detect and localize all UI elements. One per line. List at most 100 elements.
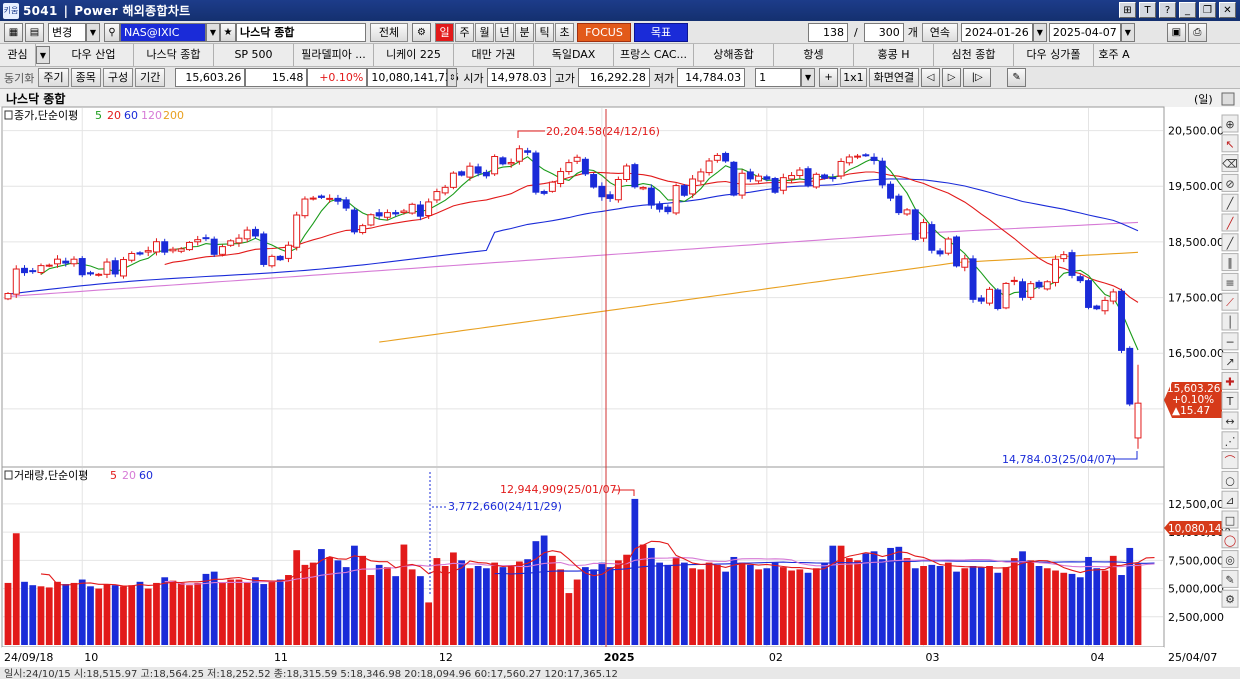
cycle-icon[interactable]: ○ bbox=[1221, 470, 1239, 489]
watchlist-dropdown-icon[interactable]: ▼ bbox=[36, 46, 50, 64]
tab-australia[interactable]: 호주 A bbox=[1098, 48, 1130, 61]
trend-icon[interactable]: ╱ bbox=[1221, 233, 1239, 252]
symbol-input[interactable]: NAS@IXIC bbox=[120, 22, 206, 42]
arc-icon[interactable]: ⌒ bbox=[1221, 451, 1239, 470]
fan-icon[interactable]: ⋰ bbox=[1221, 431, 1239, 450]
volume-bar bbox=[268, 581, 276, 645]
candle-body bbox=[177, 248, 185, 252]
tool-glyph: ⋰ bbox=[1225, 435, 1236, 448]
period-year[interactable]: 년 bbox=[495, 22, 514, 42]
count-input[interactable]: 138 bbox=[808, 22, 848, 42]
next-icon[interactable]: ▷ bbox=[942, 68, 962, 87]
arrow-icon[interactable]: ↗ bbox=[1221, 352, 1239, 371]
print-icon[interactable]: ⎙ bbox=[1187, 22, 1207, 42]
close-icon[interactable]: ✕ bbox=[1219, 2, 1236, 18]
focus-button[interactable]: FOCUS bbox=[577, 22, 631, 42]
measure-icon[interactable]: ↔ bbox=[1221, 411, 1239, 430]
chart-area[interactable]: 나스닥 종합 (일) 종가,단순이평 5 20 60 120 200 20,50… bbox=[0, 89, 1240, 679]
tab-hongkong-h[interactable]: 홍콩 H bbox=[854, 44, 934, 66]
cursor-icon[interactable]: ↖ bbox=[1221, 134, 1239, 153]
sync-label[interactable]: 동기화 bbox=[4, 71, 35, 85]
favorite-star-icon[interactable]: ★ bbox=[220, 22, 236, 42]
eraser-icon[interactable]: ⌫ bbox=[1221, 154, 1239, 173]
text-icon[interactable]: T bbox=[1221, 391, 1239, 410]
mode-dropdown-icon[interactable]: ▼ bbox=[86, 22, 100, 42]
end-date-dropdown-icon[interactable]: ▼ bbox=[1120, 22, 1135, 42]
tab-sp500[interactable]: SP 500 bbox=[214, 44, 294, 66]
zoom-icon[interactable]: ⊕ bbox=[1221, 114, 1239, 133]
gann-icon[interactable]: ⊿ bbox=[1221, 490, 1239, 509]
period-month[interactable]: 월 bbox=[475, 22, 494, 42]
box-icon[interactable]: □ bbox=[1221, 510, 1239, 529]
watchlist-label[interactable]: 관심 bbox=[0, 44, 36, 66]
volume-bar bbox=[1101, 570, 1109, 645]
target-icon[interactable]: ◎ bbox=[1221, 550, 1239, 569]
ray-icon[interactable]: ╱ bbox=[1221, 213, 1239, 232]
tab-taiwan[interactable]: 대만 가권 bbox=[454, 44, 534, 66]
pin-icon[interactable]: T bbox=[1139, 2, 1156, 18]
fibo-icon[interactable]: ≡ bbox=[1221, 272, 1239, 291]
one-by-one-button[interactable]: 1x1 bbox=[840, 68, 867, 87]
x-tick-label: 10 bbox=[84, 651, 98, 664]
crosshair-plus-icon[interactable]: + bbox=[819, 68, 839, 87]
tab-cac[interactable]: 프랑스 CAC... bbox=[614, 44, 694, 66]
tab-hangseng[interactable]: 항셍 bbox=[774, 44, 854, 66]
ellipse-icon[interactable]: ◯ bbox=[1221, 530, 1239, 549]
link-screen-button[interactable]: 화면연결 bbox=[868, 68, 920, 87]
line-icon[interactable]: ╱ bbox=[1221, 193, 1239, 212]
tab-dax[interactable]: 독일DAX bbox=[534, 44, 614, 66]
restore-icon[interactable]: ❐ bbox=[1199, 2, 1216, 18]
settings-icon[interactable]: ⚙ bbox=[1221, 589, 1239, 608]
vertical-icon[interactable]: │ bbox=[1221, 312, 1239, 331]
cross-icon[interactable]: ✚ bbox=[1221, 371, 1239, 390]
diagonal-icon[interactable]: ⟋ bbox=[1221, 292, 1239, 311]
start-date-input[interactable]: 2024-01-26 bbox=[960, 22, 1033, 42]
pane-menu-icon[interactable] bbox=[1221, 92, 1235, 106]
save-layout-icon[interactable]: ▤ bbox=[25, 22, 44, 42]
period-day[interactable]: 일 bbox=[435, 22, 454, 42]
period-minute[interactable]: 분 bbox=[515, 22, 534, 42]
end-date-input[interactable]: 2025-04-07 bbox=[1048, 22, 1121, 42]
tab-shenzhen[interactable]: 심천 종합 bbox=[934, 44, 1014, 66]
continuous-button[interactable]: 연속 bbox=[921, 22, 958, 42]
spinner-dropdown-icon[interactable]: ▼ bbox=[801, 68, 816, 87]
clear-all-icon[interactable]: ⊘ bbox=[1221, 173, 1239, 192]
play-icon[interactable]: |▷ bbox=[963, 68, 992, 87]
horizontal-icon[interactable]: ─ bbox=[1221, 332, 1239, 351]
volume-spin-icon[interactable]: ⇕ bbox=[447, 68, 458, 87]
tab-nasdaq[interactable]: 나스닥 종합 bbox=[134, 44, 214, 66]
spinner-input[interactable]: 1 bbox=[755, 68, 802, 87]
tab-nikkei[interactable]: 니케이 225 bbox=[374, 44, 454, 66]
period-tick[interactable]: 틱 bbox=[535, 22, 554, 42]
gear-icon[interactable]: ⚙ bbox=[412, 22, 431, 42]
help-icon[interactable]: ? bbox=[1159, 2, 1176, 18]
layout-icon[interactable]: ▦ bbox=[4, 22, 23, 42]
tab-dow[interactable]: 다우 산업 bbox=[54, 44, 134, 66]
tab-shanghai[interactable]: 상해종합 bbox=[694, 44, 774, 66]
minimize-icon[interactable]: _ bbox=[1179, 2, 1196, 18]
note-icon[interactable]: ✎ bbox=[1221, 569, 1239, 588]
max-count-input[interactable]: 300 bbox=[863, 22, 904, 42]
period-week[interactable]: 주 bbox=[455, 22, 474, 42]
volume-bar bbox=[1085, 556, 1092, 645]
compose-button[interactable]: 구성 bbox=[102, 68, 134, 87]
goal-button[interactable]: 목표 bbox=[634, 22, 688, 42]
draw-pen-icon[interactable]: ✎ bbox=[1007, 68, 1027, 87]
link-icon[interactable]: ⊞ bbox=[1119, 2, 1136, 18]
range-button[interactable]: 기간 bbox=[135, 68, 166, 87]
start-date-dropdown-icon[interactable]: ▼ bbox=[1032, 22, 1047, 42]
item-button[interactable]: 종목 bbox=[70, 68, 101, 87]
candle-body bbox=[458, 171, 466, 176]
search-icon[interactable]: ⚲ bbox=[104, 22, 120, 42]
tab-dow-singapore[interactable]: 다우 싱가폴 bbox=[1014, 44, 1094, 66]
tab-philadelphia[interactable]: 필라델피아 ... bbox=[294, 44, 374, 66]
all-button[interactable]: 전체 bbox=[370, 22, 408, 42]
channel-icon[interactable]: ∥ bbox=[1221, 253, 1239, 272]
symbol-dropdown-icon[interactable]: ▼ bbox=[206, 22, 220, 42]
cycle-button[interactable]: 주기 bbox=[38, 68, 69, 87]
prev-icon[interactable]: ◁ bbox=[921, 68, 941, 87]
period-second[interactable]: 초 bbox=[555, 22, 574, 42]
volume-bar bbox=[911, 568, 919, 645]
mode-select[interactable]: 변경 bbox=[48, 22, 86, 42]
disk-save-icon[interactable]: ▣ bbox=[1166, 22, 1186, 42]
